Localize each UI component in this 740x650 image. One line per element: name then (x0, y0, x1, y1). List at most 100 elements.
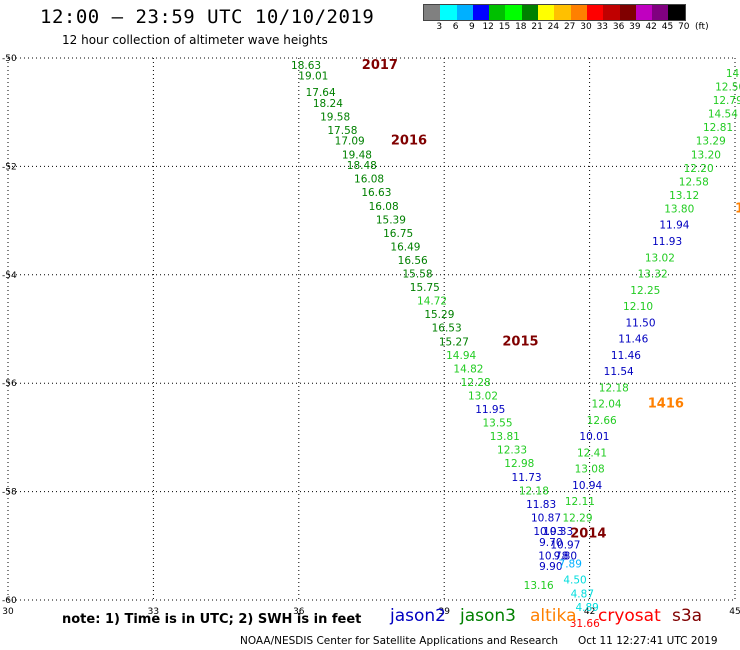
track-label: 1416 (648, 397, 684, 412)
color-bar-swatch (489, 5, 506, 20)
color-bar-unit: (ft) (695, 22, 709, 32)
wave-height-value: 13.08 (575, 464, 605, 476)
legend-jason3: jason3 (460, 606, 516, 626)
x-tick-label: 33 (148, 607, 159, 617)
wave-height-value: 9.90 (539, 561, 562, 573)
wave-height-value: 31.66 (570, 618, 600, 630)
wave-height-value: 11.94 (659, 220, 689, 232)
wave-height-value: 15.39 (376, 214, 406, 226)
color-bar-swatch (586, 5, 604, 20)
wave-height-value: 12.58 (679, 176, 709, 188)
wave-height-value: 18.63 (291, 60, 321, 72)
y-tick-label: -58 (2, 488, 17, 498)
wave-height-value: 19.01 (298, 71, 328, 83)
color-bar-label: 3 (436, 22, 443, 32)
wave-height-value: 12.33 (497, 445, 527, 457)
color-bar-label: 21 (531, 22, 543, 32)
wave-height-value: 10.94 (572, 480, 602, 492)
color-bar-swatch (521, 5, 539, 20)
wave-height-value: 13.16 (524, 580, 554, 592)
wave-height-value: 12.66 (587, 415, 617, 427)
wave-height-value: 15.29 (424, 309, 454, 321)
wave-height-value: 13.20 (691, 149, 721, 161)
wave-height-value: 10.78 (538, 550, 568, 562)
legend-jason2: jason2 (390, 606, 446, 626)
y-tick-label: -50 (2, 54, 17, 64)
wave-height-value: 11.46 (618, 334, 648, 346)
generated-timestamp: Oct 11 12:27:41 UTC 2019 (578, 635, 718, 647)
wave-height-value: 13.80 (664, 203, 694, 215)
wave-height-value: 13.55 (482, 418, 512, 430)
wave-height-value: 10.97 (550, 540, 580, 552)
wave-height-value: 7.89 (559, 558, 582, 570)
color-bar-label: 27 (563, 22, 576, 32)
wave-height-value: 13.81 (490, 431, 520, 443)
color-bar-swatch (603, 5, 620, 20)
wave-height-value: 16.56 (398, 255, 428, 267)
color-bar-label: 15 (498, 22, 511, 32)
track-label: 14 (735, 201, 740, 216)
wave-height-value: 12.25 (630, 285, 660, 297)
wave-height-value: 16.63 (361, 187, 391, 199)
color-bar-label: 42 (645, 22, 657, 32)
wave-height-value: 19.48 (342, 149, 372, 161)
color-bar-swatch (505, 5, 522, 20)
wave-height-value: 9.70 (539, 537, 562, 549)
wave-height-value: 12.29 (562, 512, 592, 524)
wave-height-value: 12.18 (599, 382, 629, 394)
wave-height-value: 19.58 (320, 111, 350, 123)
wave-height-value: 12.11 (565, 496, 595, 508)
color-bar-swatch (668, 5, 685, 20)
x-tick-label: 42 (584, 607, 595, 617)
wave-height-value: 4.89 (575, 602, 598, 614)
track-label: 2014 (570, 527, 606, 542)
x-tick-label: 39 (438, 607, 450, 617)
wave-height-value: 16.75 (383, 228, 413, 240)
wave-height-value: 4.50 (563, 575, 586, 587)
y-tick-label: -54 (2, 271, 17, 281)
wave-height-value: 13.12 (669, 190, 699, 202)
y-tick-label: -52 (2, 162, 17, 172)
wave-height-value: 12.10 (623, 301, 653, 313)
wave-height-value: 12.18 (519, 485, 549, 497)
color-bar-swatch (554, 5, 571, 20)
wave-height-value: 13.29 (696, 136, 726, 148)
wave-height-value: 12.81 (703, 122, 733, 134)
x-tick-label: 45 (729, 607, 740, 617)
wave-height-value: 14.82 (453, 363, 483, 375)
wave-height-value: 15.27 (439, 336, 469, 348)
wave-height-value: 9.80 (554, 550, 577, 562)
color-bar-swatch (538, 5, 555, 20)
color-bar-label: 12 (482, 22, 494, 32)
legend-s3a: s3a (672, 606, 703, 626)
wave-height-value: 13.02 (468, 390, 498, 402)
wave-height-value: 17.58 (327, 125, 357, 137)
color-bar (423, 4, 686, 21)
wave-height-value: 14.94 (446, 350, 476, 362)
x-tick-label: 30 (2, 607, 14, 617)
wave-height-value: 15.58 (403, 269, 433, 281)
wave-height-value: 12.50 (715, 82, 740, 94)
color-bar-swatch (424, 5, 441, 20)
track-label: 2017 (362, 58, 398, 73)
color-bar-label: 30 (580, 22, 592, 32)
wave-height-value: 10.87 (531, 512, 561, 524)
track-label: 2016 (391, 134, 427, 149)
color-bar-swatch (570, 5, 587, 20)
wave-height-value: 12.28 (461, 377, 491, 389)
color-bar-swatch (472, 5, 490, 20)
wave-height-value: 17.64 (306, 87, 336, 99)
wave-height-value: 11.50 (625, 317, 655, 329)
wave-height-value: 11.83 (526, 499, 556, 511)
wave-height-value: 18.24 (313, 98, 343, 110)
map-subtitle: 12 hour collection of altimeter wave hei… (62, 33, 328, 47)
color-bar-swatch (619, 5, 636, 20)
wave-height-value: 13.32 (638, 269, 668, 281)
color-bar-swatch (456, 5, 473, 20)
color-bar-label: 39 (629, 22, 641, 32)
wave-height-value: 17.09 (335, 136, 365, 148)
color-bar-label: 18 (515, 22, 527, 32)
wave-height-value: 16.08 (369, 201, 399, 213)
color-bar-label: 36 (612, 22, 625, 32)
color-bar-swatch (652, 5, 669, 20)
